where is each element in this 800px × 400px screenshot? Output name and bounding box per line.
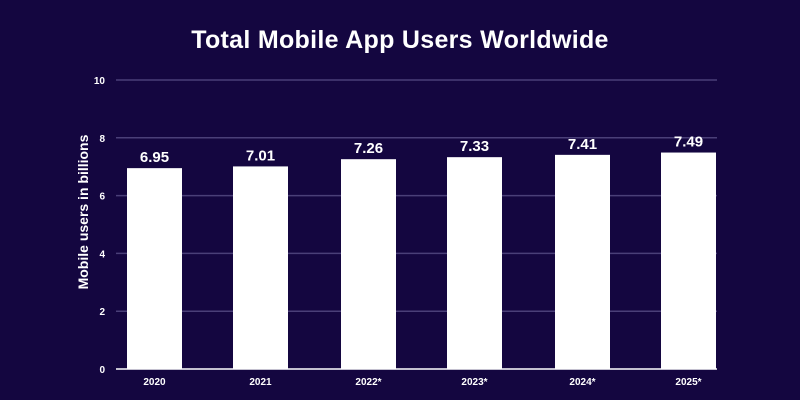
data-label: 7.01 [246, 147, 275, 164]
chart-title: Total Mobile App Users Worldwide [191, 26, 609, 54]
data-label: 6.95 [140, 149, 169, 166]
y-tick-label: 10 [94, 76, 106, 87]
data-label: 7.41 [568, 136, 597, 153]
x-tick-label: 2020 [143, 377, 166, 388]
x-tick-label: 2024* [569, 377, 595, 388]
bar [447, 157, 502, 369]
y-tick-label: 4 [99, 249, 105, 260]
x-tick-label: 2023* [461, 377, 487, 388]
y-tick-label: 8 [99, 134, 105, 145]
x-tick-label: 2021 [249, 377, 272, 388]
y-axis-label: Mobile users in billions [75, 134, 91, 289]
bar [233, 166, 288, 369]
data-label: 7.49 [674, 134, 703, 151]
data-label: 7.26 [354, 140, 383, 157]
bar [555, 154, 610, 369]
y-tick-label: 2 [99, 307, 105, 318]
y-tick-label: 0 [99, 365, 105, 376]
bar [127, 168, 182, 369]
bar [341, 159, 396, 369]
data-label: 7.33 [460, 138, 489, 155]
x-tick-label: 2025* [675, 377, 701, 388]
bar [661, 152, 716, 369]
x-tick-label: 2022* [355, 377, 381, 388]
y-tick-label: 6 [99, 192, 105, 203]
